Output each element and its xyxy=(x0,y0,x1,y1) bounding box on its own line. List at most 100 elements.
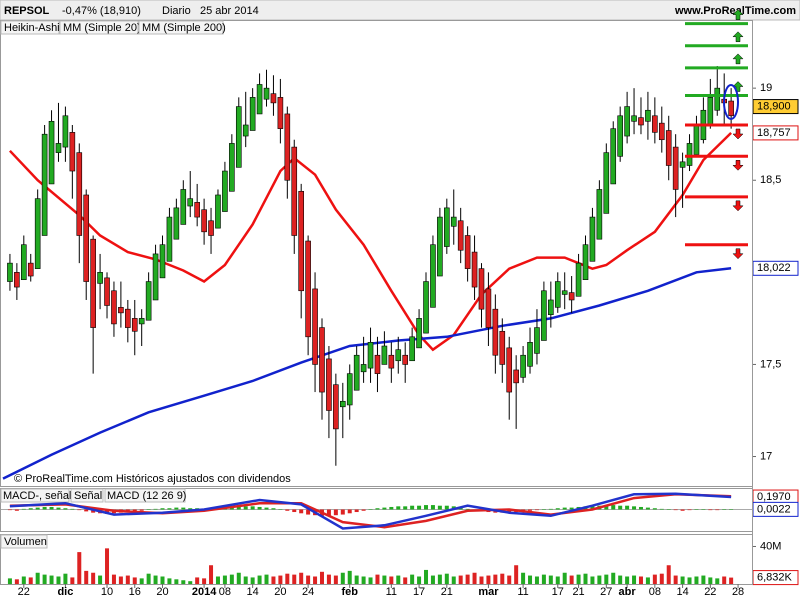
footer-note: © ProRealTime.com Históricos ajustados c… xyxy=(14,473,291,485)
volume-bar xyxy=(132,577,137,584)
x-tick-label: 28 xyxy=(732,586,744,598)
macd-bar xyxy=(659,508,664,510)
y-tick-label: 40M xyxy=(760,540,781,552)
volume-bar xyxy=(340,572,345,584)
candle-body xyxy=(395,349,402,362)
level-arrow xyxy=(732,160,744,171)
macd-bar xyxy=(590,505,595,510)
candle-body xyxy=(180,189,187,225)
macd-bar xyxy=(167,508,172,510)
legend-signal: Señal xyxy=(74,490,102,502)
legend-box xyxy=(0,534,48,549)
volume-bar xyxy=(694,576,699,584)
volume-bar xyxy=(590,576,595,584)
level-arrow xyxy=(732,200,744,212)
candle-body xyxy=(610,128,617,185)
macd-bar xyxy=(687,509,692,511)
candle-body xyxy=(444,207,450,247)
candle-body xyxy=(48,121,55,185)
candle-body xyxy=(492,308,499,356)
volume-bar xyxy=(611,572,616,584)
date: 25 abr 2014 xyxy=(200,5,259,17)
macd-bar xyxy=(722,509,727,510)
candle-body xyxy=(222,170,228,212)
macd-bar xyxy=(417,505,422,510)
volume-bar xyxy=(451,576,456,584)
candle-body xyxy=(187,198,194,207)
candle-body xyxy=(201,209,207,233)
site: www.ProRealTime.com xyxy=(674,5,796,17)
x-tick-label: abr xyxy=(619,586,637,598)
volume-bar xyxy=(500,573,505,584)
macd-bar xyxy=(701,509,706,510)
candle-body xyxy=(402,354,409,365)
volume-bar xyxy=(437,574,442,584)
candle-body xyxy=(631,115,637,122)
macd-bar xyxy=(528,509,533,511)
candle-body xyxy=(208,220,214,236)
candle-body xyxy=(471,251,478,288)
volume-bar xyxy=(49,575,54,584)
candle-body xyxy=(485,288,492,328)
macd-bar xyxy=(618,505,623,510)
volume-bar xyxy=(139,578,144,584)
x-tick-label: mar xyxy=(478,586,499,598)
candle-body xyxy=(374,354,381,374)
candle-body xyxy=(62,115,69,148)
macd-bar xyxy=(326,509,331,516)
candle-body xyxy=(561,290,568,295)
macd-bar xyxy=(673,509,678,511)
volume-bar xyxy=(70,577,75,584)
macd-bar xyxy=(548,508,553,510)
volume-bar xyxy=(215,576,220,584)
candle-body xyxy=(326,358,332,411)
macd-bar xyxy=(49,506,54,510)
candle-body xyxy=(284,113,291,181)
macd-bar xyxy=(236,506,241,510)
volume-bar xyxy=(389,576,394,584)
macd-bar xyxy=(70,508,75,510)
candle-body xyxy=(603,152,610,214)
price-panel xyxy=(0,20,753,487)
candle-body xyxy=(263,87,270,100)
x-tick-label: feb xyxy=(341,586,358,598)
macd-bar xyxy=(611,505,616,510)
candle-body xyxy=(624,106,630,137)
candle-body xyxy=(527,342,533,367)
volume-bar xyxy=(604,574,609,584)
volume-bar xyxy=(181,580,186,584)
volume-bar xyxy=(56,576,61,584)
volume-bar xyxy=(229,574,234,584)
macd-bar xyxy=(382,507,387,510)
candle-body xyxy=(215,194,221,229)
volume-bar xyxy=(299,572,304,584)
volume-bar xyxy=(118,576,123,584)
volume-bar xyxy=(236,572,241,584)
volume-bar xyxy=(507,575,512,584)
legend-macd: MACD (12 26 9) xyxy=(107,490,186,502)
candle-body xyxy=(367,342,374,369)
volume-bar xyxy=(632,575,637,584)
candle-body xyxy=(430,244,436,308)
candle-body xyxy=(97,272,103,284)
volume-bar xyxy=(541,574,546,584)
macd-bar xyxy=(174,507,179,510)
macd-bar xyxy=(403,506,408,510)
volume-bar xyxy=(250,577,255,584)
candle-body xyxy=(339,400,346,408)
volume-bar xyxy=(292,574,297,584)
macd-bar xyxy=(28,508,33,510)
macd-bar xyxy=(243,506,248,510)
volume-bar xyxy=(583,573,588,584)
level-arrow xyxy=(732,53,744,65)
candle-body xyxy=(554,281,561,308)
candle-body xyxy=(388,354,395,369)
macd-bar xyxy=(645,507,650,510)
volume-bar xyxy=(403,577,408,584)
volume-bar xyxy=(458,575,463,584)
volume-bar xyxy=(562,572,567,584)
macd-bar xyxy=(410,505,415,510)
candle-body xyxy=(665,130,672,166)
volume-bar xyxy=(28,577,33,584)
